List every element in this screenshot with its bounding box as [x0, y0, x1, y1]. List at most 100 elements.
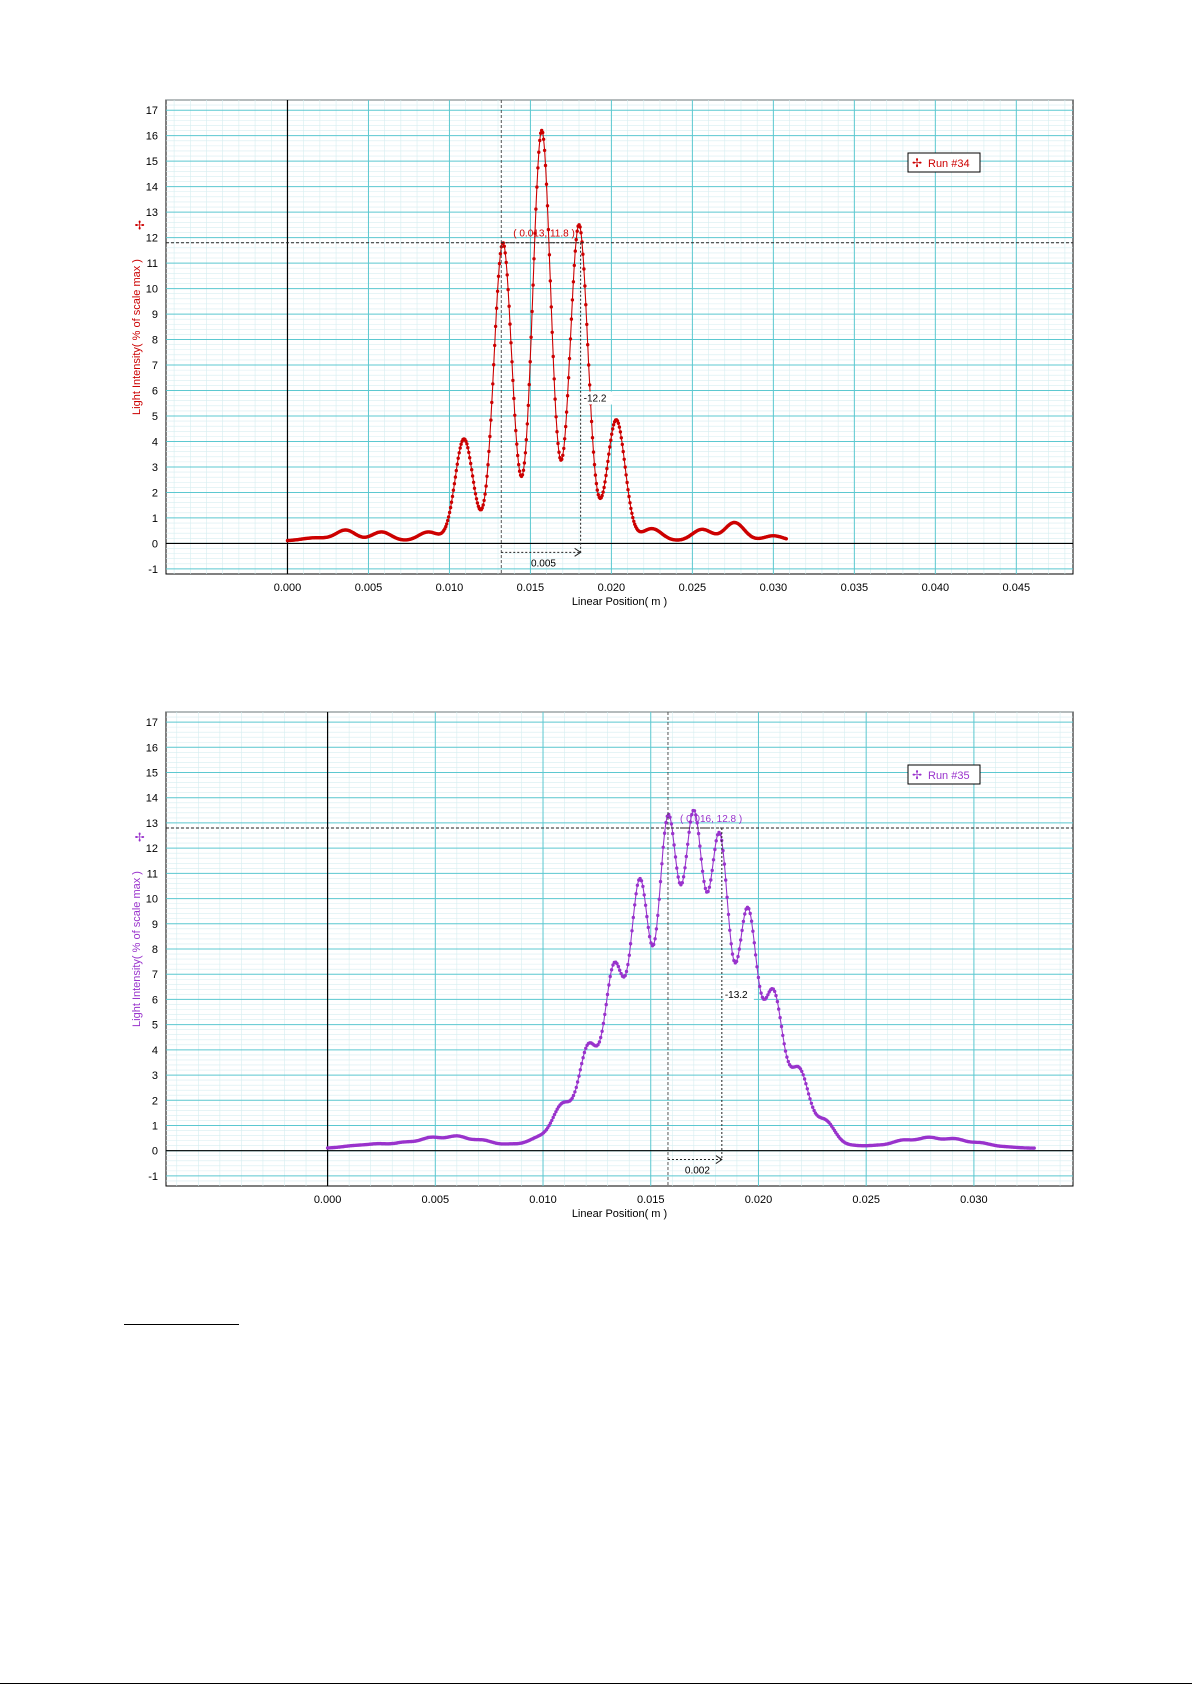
data-point [739, 938, 743, 942]
data-point [631, 915, 635, 920]
x-tick-label: 0.040 [922, 582, 950, 594]
chart-run-35: 0.000 0.005 0.010 0.015 0.020 0.025 0.030 -1 0 1 2… [0, 697, 1192, 1257]
y-tick-label: 9 [152, 309, 158, 321]
data-point [444, 524, 448, 529]
data-point [802, 1077, 807, 1081]
data-point [553, 397, 557, 401]
data-point [707, 885, 712, 889]
data-point [624, 473, 628, 477]
legend: ✢ Run #34 [907, 152, 981, 173]
data-point [692, 809, 697, 813]
y-tick-label: 10 [146, 284, 158, 296]
data-point [446, 515, 451, 519]
data-point [809, 1101, 814, 1105]
y-tick-label: 2 [152, 1095, 158, 1107]
data-point [656, 913, 660, 918]
x-tick-label: 0.015 [637, 1194, 665, 1206]
legend-box [907, 152, 981, 173]
data-point [628, 942, 633, 946]
data-point [489, 418, 493, 422]
y-tick-label: 17 [146, 105, 158, 117]
data-point [565, 394, 570, 398]
data-point [561, 453, 565, 457]
data-point [455, 462, 459, 466]
data-point [571, 280, 576, 284]
data-point [485, 474, 489, 478]
data-point [595, 488, 599, 492]
data-point [609, 968, 614, 972]
x-tick-label: 0.035 [841, 582, 869, 594]
data-point [492, 363, 496, 367]
data-point [464, 439, 468, 443]
data-point [454, 468, 458, 473]
data-point [502, 244, 506, 248]
delta-y-label-bg [582, 391, 613, 405]
y-tick-label: 11 [147, 258, 158, 270]
data-point [592, 462, 597, 467]
data-point [766, 993, 770, 997]
data-point [702, 879, 706, 884]
data-point [448, 505, 453, 510]
data-point [726, 912, 731, 917]
y-tick-label: 8 [152, 944, 158, 956]
data-point [453, 475, 458, 479]
data-point [804, 1082, 808, 1086]
data-point [751, 929, 755, 933]
data-point [563, 437, 567, 441]
legend-marker-icon: ✢ [912, 156, 922, 170]
x-tick-label: 0.020 [745, 1194, 773, 1206]
data-point [516, 453, 520, 458]
data-point [483, 492, 487, 496]
data-point [574, 237, 578, 242]
data-point [541, 130, 545, 135]
data-point [451, 488, 456, 492]
data-point [504, 260, 508, 265]
data-point [458, 446, 462, 450]
coordinate-label: ( 0.013, 11.8 ) [513, 229, 575, 240]
data-point [624, 969, 629, 974]
data-point [583, 284, 587, 288]
data-point [601, 1021, 606, 1026]
y-tick-label: 15 [146, 768, 158, 780]
delta-y-label: -12.2 [584, 394, 607, 405]
data-point [798, 1067, 803, 1071]
data-point [668, 815, 672, 819]
data-point [554, 1110, 558, 1114]
data-point [687, 830, 691, 834]
y-tick-label: 7 [152, 360, 158, 372]
data-point [660, 862, 664, 866]
data-point [603, 480, 607, 484]
data-point [575, 1080, 580, 1084]
data-point [604, 1002, 608, 1007]
data-point [725, 895, 729, 899]
data-point [758, 984, 762, 989]
data-point [484, 484, 488, 488]
data-point [641, 884, 645, 889]
y-tick-label: 13 [146, 818, 158, 830]
data-point [520, 473, 525, 477]
data-point [551, 354, 555, 359]
data-point [747, 907, 751, 911]
data-point [658, 879, 663, 884]
data-point [627, 494, 631, 499]
x-tick-label: 0.025 [679, 582, 707, 594]
data-point [635, 883, 640, 887]
data-point [778, 1015, 782, 1020]
data-point [728, 928, 732, 932]
data-point [714, 839, 718, 843]
x-tick-label: 0.010 [436, 582, 464, 594]
data-point [753, 953, 758, 957]
data-point [622, 457, 626, 461]
y-tick-label: 0 [152, 538, 158, 550]
x-tick-label: 0.030 [760, 582, 788, 594]
chart-run-34-svg: 0.000 0.005 0.010 0.015 0.020 0.025 0.030 0.035… [131, 99, 1074, 608]
data-point [547, 253, 552, 257]
data-point [646, 925, 650, 930]
data-point [734, 959, 739, 964]
data-point [800, 1069, 804, 1074]
chart-run-35-svg: 0.000 0.005 0.010 0.015 0.020 0.025 0.030-1012… [131, 711, 1074, 1220]
data-point [683, 866, 687, 870]
data-point [593, 473, 598, 477]
data-point [531, 283, 535, 287]
data-point [579, 231, 583, 235]
